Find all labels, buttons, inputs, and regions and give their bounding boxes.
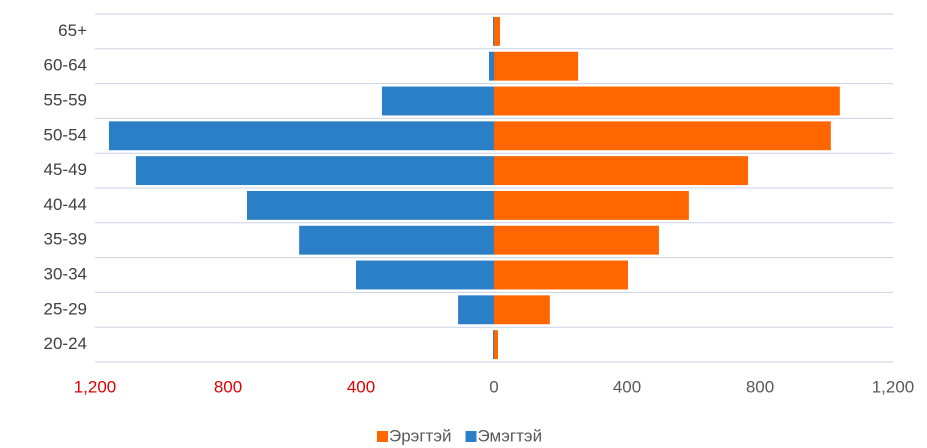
x-tick-label: 1,200: [872, 377, 915, 396]
x-tick-label: 1,200: [74, 377, 117, 396]
x-tick-label: 400: [347, 377, 375, 396]
y-tick-label: 65+: [58, 21, 87, 40]
bar: [299, 225, 494, 255]
bar: [494, 121, 831, 151]
legend-label: Эмэгтэй: [478, 426, 543, 445]
y-tick-label: 55-59: [44, 90, 87, 109]
bar: [108, 121, 494, 151]
y-tick-label: 60-64: [44, 56, 87, 75]
bar: [356, 260, 494, 290]
y-tick-label: 45-49: [44, 160, 87, 179]
bar: [489, 51, 494, 81]
x-tick-label: 400: [613, 377, 641, 396]
bar: [458, 295, 494, 325]
bar: [494, 51, 579, 81]
y-tick-label: 40-44: [44, 195, 87, 214]
bar: [494, 190, 689, 220]
bar: [493, 330, 494, 360]
legend-swatch: [377, 431, 388, 442]
bar: [135, 156, 494, 186]
bar: [494, 330, 498, 360]
bar: [494, 156, 749, 186]
x-tick-label: 800: [214, 377, 242, 396]
x-tick-label: 800: [746, 377, 774, 396]
bar: [381, 86, 494, 116]
bar: [494, 16, 500, 46]
y-tick-label: 35-39: [44, 230, 87, 249]
y-tick-label: 50-54: [44, 125, 87, 144]
bar: [494, 260, 628, 290]
bar: [494, 295, 550, 325]
bar: [494, 225, 659, 255]
y-tick-label: 20-24: [44, 334, 87, 353]
x-tick-label: 0: [489, 377, 498, 396]
bar: [494, 86, 840, 116]
y-tick-label: 30-34: [44, 264, 87, 283]
y-tick-label: 25-29: [44, 299, 87, 318]
bar: [246, 190, 494, 220]
legend-label: Эрэгтэй: [389, 426, 452, 445]
legend-swatch: [465, 431, 477, 442]
bar: [493, 16, 494, 46]
